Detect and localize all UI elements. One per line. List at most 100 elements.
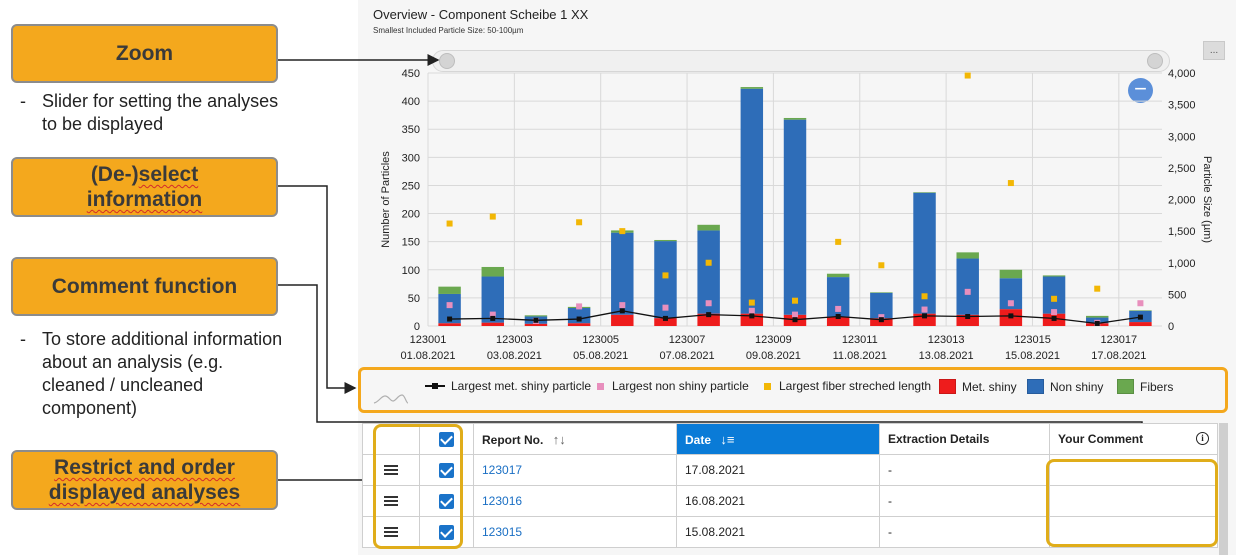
- y-tick-label: 350: [402, 124, 420, 136]
- x-tick-date-label: 03.08.2021: [487, 350, 542, 362]
- extraction-column-header[interactable]: Extraction Details: [879, 423, 1050, 455]
- scatter-point: [446, 220, 453, 227]
- comment-cell[interactable]: [1049, 485, 1218, 517]
- deselect-callout-select: select: [138, 162, 199, 186]
- scatter-point: [1051, 309, 1058, 316]
- line-point: [576, 316, 582, 322]
- scatter-point: [748, 307, 755, 314]
- more-options-button[interactable]: ...: [1203, 41, 1225, 60]
- deselect-callout-line2: information: [87, 187, 203, 212]
- bar-segment: [654, 239, 677, 242]
- comment-column-header[interactable]: Your Comment i: [1049, 423, 1218, 455]
- legend-item-met-shiny[interactable]: Met. shiny: [939, 379, 1017, 394]
- legend-item-largest-met-shiny[interactable]: Largest met. shiny particle: [425, 379, 591, 393]
- bar-segment: [481, 322, 504, 326]
- zoom-note-dash: -: [20, 91, 26, 111]
- report-cell[interactable]: 123017: [473, 454, 677, 486]
- restrict-callout-label: Restrict and order displayed analyses: [48, 455, 241, 504]
- table-row[interactable]: 123016 16.08.2021 -: [362, 485, 1218, 517]
- select-cell: [419, 485, 474, 517]
- line-point: [965, 314, 971, 320]
- bar-segment: [1086, 315, 1109, 318]
- scatter-point: [792, 297, 798, 304]
- y2-tick-label: 3,500: [1168, 100, 1196, 112]
- analyses-table: Report No. ↑↓ Date ↓≡ Extraction Details…: [362, 423, 1218, 548]
- x-tick-date-label: 05.08.2021: [573, 350, 628, 362]
- y2-tick-label: 2,000: [1168, 195, 1196, 207]
- legend-item-fibers[interactable]: Fibers: [1117, 379, 1173, 394]
- bar-segment: [783, 119, 807, 315]
- zoom-reset-button[interactable]: −: [1128, 78, 1153, 103]
- legend-item-largest-fiber[interactable]: Largest fiber streched length: [764, 379, 931, 393]
- line-point: [878, 317, 884, 323]
- y-tick-label: 50: [408, 293, 420, 305]
- report-cell[interactable]: 123015: [473, 516, 677, 548]
- drag-handle-icon[interactable]: [384, 494, 398, 508]
- line-point: [792, 317, 798, 323]
- x-tick-date-label: 15.08.2021: [1005, 350, 1060, 362]
- table-scrollbar[interactable]: [1219, 423, 1228, 555]
- zoom-callout: Zoom: [11, 24, 278, 83]
- deselect-callout-line1: (De-)select: [91, 162, 198, 187]
- legend-square-marker: [939, 379, 956, 394]
- drag-handle-icon[interactable]: [384, 525, 398, 539]
- y-tick-label: 250: [402, 180, 420, 192]
- legend-dot-marker: [597, 382, 604, 390]
- report-column-header[interactable]: Report No. ↑↓: [473, 423, 677, 455]
- bar-segment: [524, 323, 548, 326]
- comment-cell[interactable]: [1049, 516, 1218, 548]
- zoom-slider-right-handle[interactable]: [1147, 53, 1163, 69]
- scatter-point: [835, 305, 842, 312]
- comment-highlight: [1046, 459, 1218, 547]
- y2-tick-label: 3,000: [1168, 131, 1196, 143]
- scatter-point: [705, 259, 712, 266]
- bar-segment: [1042, 276, 1066, 314]
- line-point: [1051, 315, 1057, 321]
- date-cell: 17.08.2021: [676, 454, 880, 486]
- chart-subtitle: Smallest Included Particle Size: 50-100µ…: [373, 26, 524, 35]
- legend-label: Non shiny: [1050, 379, 1104, 394]
- scatter-point: [705, 300, 712, 307]
- select-all-checkbox[interactable]: [439, 431, 454, 447]
- restrict-callout: Restrict and order displayed analyses: [11, 450, 278, 510]
- zoom-slider-left-handle[interactable]: [439, 53, 455, 69]
- row-checkbox[interactable]: [439, 493, 454, 509]
- legend-square-marker: [1117, 379, 1134, 394]
- y2-tick-label: 2,500: [1168, 163, 1196, 175]
- line-point: [1094, 320, 1100, 326]
- scatter-point: [619, 228, 626, 235]
- y2-tick-label: 0: [1168, 321, 1174, 333]
- legend-item-largest-non-shiny[interactable]: Largest non shiny particle: [597, 379, 749, 393]
- checkbox-highlight: [373, 424, 463, 549]
- table-row[interactable]: 123017 17.08.2021 -: [362, 454, 1218, 486]
- report-cell[interactable]: 123016: [473, 485, 677, 517]
- line-point: [706, 312, 712, 318]
- sort-descending-icon[interactable]: ↓≡: [720, 431, 735, 447]
- zoom-slider[interactable]: [432, 50, 1170, 72]
- info-icon[interactable]: i: [1196, 432, 1209, 445]
- bar-segment: [913, 192, 936, 314]
- comment-header-label: Your Comment: [1058, 432, 1144, 446]
- legend-line-marker: [425, 383, 445, 389]
- x-tick-label: 123007: [669, 334, 706, 346]
- drag-handle-icon[interactable]: [384, 463, 398, 477]
- date-column-header[interactable]: Date ↓≡: [676, 423, 880, 455]
- y-tick-label: 450: [402, 68, 420, 80]
- row-checkbox[interactable]: [439, 524, 454, 540]
- x-tick-label: 123013: [928, 334, 965, 346]
- y-tick-label: 200: [402, 209, 420, 221]
- zoom-callout-label: Zoom: [115, 41, 174, 65]
- y2-tick-label: 1,000: [1168, 258, 1196, 270]
- y2-axis-label: Particle Size (µm): [1201, 156, 1213, 243]
- line-point: [835, 314, 841, 320]
- y-tick-label: 300: [402, 152, 420, 164]
- y2-tick-label: 4,000: [1168, 68, 1196, 80]
- comment-note-dash: -: [20, 329, 26, 349]
- row-checkbox[interactable]: [439, 462, 454, 478]
- sort-icon[interactable]: ↑↓: [552, 431, 566, 447]
- scatter-point: [662, 304, 669, 311]
- legend-item-non-shiny[interactable]: Non shiny: [1027, 379, 1103, 394]
- table-row[interactable]: 123015 15.08.2021 -: [362, 516, 1218, 548]
- x-tick-date-label: 11.08.2021: [833, 350, 887, 362]
- scatter-point: [921, 306, 928, 313]
